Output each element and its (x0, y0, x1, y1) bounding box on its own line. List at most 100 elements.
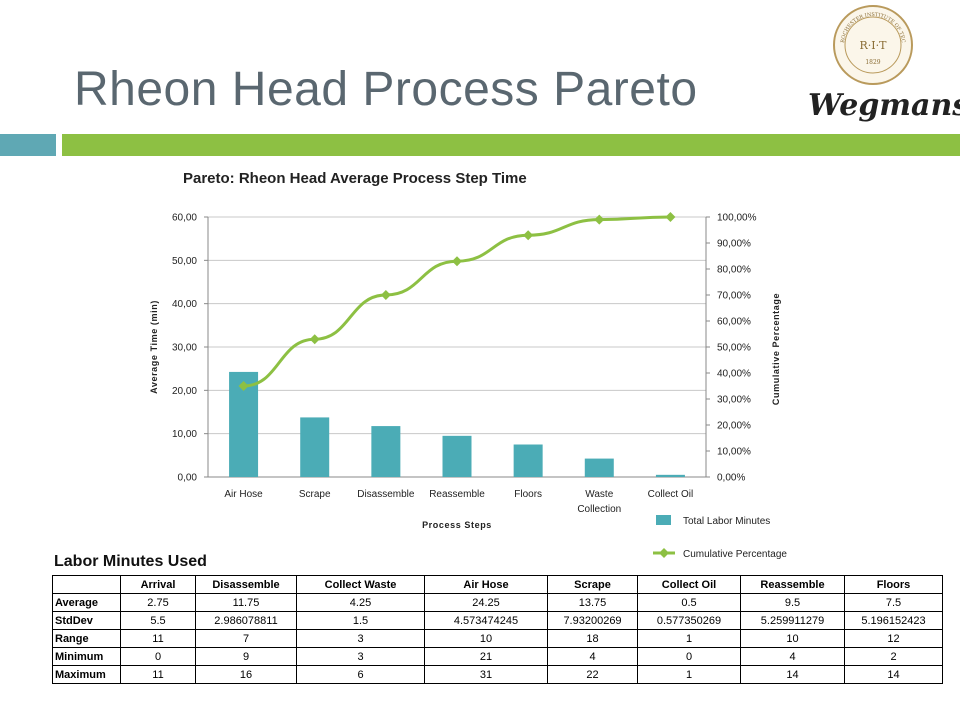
table-cell: 9 (195, 647, 297, 666)
table-row: Maximum 11 16 6 31 22 1 14 14 (52, 665, 943, 684)
slide-title: Rheon Head Process Pareto (74, 63, 698, 116)
bar (442, 435, 472, 477)
x-tick-label: Collect Oil (648, 489, 694, 500)
table-header-row: Arrival Disassemble Collect Waste Air Ho… (52, 575, 943, 594)
wegmans-logo: Wegmans (808, 88, 960, 123)
table-cell: 0 (120, 647, 196, 666)
table-cell: 0.5 (637, 593, 741, 612)
y2-tick-label: 50,00% (717, 343, 751, 354)
bar (371, 426, 401, 477)
y-axis-title: Average Time (min) (149, 300, 159, 394)
table-cell: 11 (120, 665, 196, 684)
cumulative-point (594, 214, 605, 225)
cumulative-point (523, 230, 534, 241)
x-tick-label: Disassemble (357, 489, 415, 500)
table-header-cell: Reassemble (740, 575, 845, 594)
bar (300, 417, 330, 477)
table-cell: 10 (424, 629, 548, 648)
y2-tick-label: 80,00% (717, 265, 751, 276)
y2-axis-title: Cumulative Percentage (771, 293, 781, 405)
table-cell: 0 (637, 647, 741, 666)
table-cell: 5.5 (120, 611, 196, 630)
y-tick-label: 50,00 (172, 256, 197, 267)
y2-tick-label: 10,00% (717, 447, 751, 458)
table-cell: 5.196152423 (844, 611, 943, 630)
y2-tick-label: 20,00% (717, 421, 751, 432)
legend-swatch-marker (659, 548, 669, 558)
table-row-header: Minimum (52, 647, 121, 666)
seal-center-text: R·I·T (860, 39, 888, 52)
y-tick-label: 60,00 (172, 213, 197, 224)
table-cell: 12 (844, 629, 943, 648)
accent-bar-left (0, 134, 56, 156)
table-header-cell: Scrape (547, 575, 638, 594)
table-cell: 14 (740, 665, 845, 684)
table-cell: 4.25 (296, 593, 425, 612)
y2-tick-label: 40,00% (717, 369, 751, 380)
table-header-cell: Arrival (120, 575, 196, 594)
cumulative-point (452, 256, 462, 267)
table-cell: 11.75 (195, 593, 297, 612)
y2-tick-label: 70,00% (717, 291, 751, 302)
table-cell: 14 (844, 665, 943, 684)
labor-minutes-table: Arrival Disassemble Collect Waste Air Ho… (52, 575, 943, 684)
table-row: StdDev 5.5 2.986078811 1.5 4.573474245 7.9320… (52, 611, 943, 630)
table-cell: 7.93200269 (547, 611, 638, 630)
x-tick-label: Waste (585, 489, 613, 500)
table-header-cell: Floors (844, 575, 943, 594)
bar (584, 458, 614, 477)
y-tick-label: 20,00 (172, 386, 197, 397)
table-cell: 7.5 (844, 593, 943, 612)
accent-bar-right (62, 134, 960, 156)
table-row-header: Average (52, 593, 121, 612)
x-tick-label: Reassemble (429, 489, 485, 500)
table-cell: 16 (195, 665, 297, 684)
table-cell: 2.75 (120, 593, 196, 612)
table-cell: 21 (424, 647, 548, 666)
table-cell: 3 (296, 647, 425, 666)
table-cell: 31 (424, 665, 548, 684)
table-row: Average 2.75 11.75 4.25 24.25 13.75 0.5 9.5 7.5 (52, 593, 943, 612)
table-cell: 3 (296, 629, 425, 648)
table-cell: 7 (195, 629, 297, 648)
table-cell: 24.25 (424, 593, 548, 612)
pareto-chart: 0,00 10,00 20,00 30,00 40,00 50,00 60,00 0,00% 1… (149, 212, 787, 560)
legend-label: Total Labor Minutes (683, 516, 770, 527)
table-cell: 13.75 (547, 593, 638, 612)
table-cell: 1.5 (296, 611, 425, 630)
table-cell: 11 (120, 629, 196, 648)
rit-seal-logo: R·I·T 1829 ROCHESTER INSTITUTE OF TECHNO… (832, 4, 913, 85)
table-cell: 5.259911279 (740, 611, 845, 630)
table-cell: 22 (547, 665, 638, 684)
table-header-cell (52, 575, 121, 594)
table-cell: 10 (740, 629, 845, 648)
table-title: Labor Minutes Used (54, 553, 207, 570)
table-row: Minimum 0 9 3 21 4 0 4 2 (52, 647, 943, 666)
y2-tick-label: 60,00% (717, 317, 751, 328)
table-cell: 4 (547, 647, 638, 666)
legend-swatch-bar (656, 515, 671, 525)
table-row: Range 11 7 3 10 18 1 10 12 (52, 629, 943, 648)
legend-label: Cumulative Percentage (683, 549, 787, 560)
table-cell: 2.986078811 (195, 611, 297, 630)
bar (513, 444, 543, 477)
table-cell: 18 (547, 629, 638, 648)
y-tick-label: 0,00 (178, 473, 198, 484)
chart-title: Pareto: Rheon Head Average Process Step … (183, 170, 527, 187)
table-cell: 2 (844, 647, 943, 666)
cumulative-point (238, 381, 249, 391)
table-cell: 1 (637, 665, 741, 684)
x-axis-title: Process Steps (422, 520, 492, 530)
table-header-cell: Collect Oil (637, 575, 741, 594)
x-tick-label: Floors (514, 489, 542, 500)
table-header-cell: Collect Waste (296, 575, 425, 594)
table-cell: 0.577350269 (637, 611, 741, 630)
x-tick-label: Scrape (299, 489, 331, 500)
y2-tick-label: 30,00% (717, 395, 751, 406)
x-tick-label: Collection (577, 504, 621, 515)
cumulative-point (665, 212, 676, 222)
table-cell: 9.5 (740, 593, 845, 612)
cumulative-point (380, 290, 391, 300)
table-cell: 4.573474245 (424, 611, 548, 630)
y-tick-label: 30,00 (172, 343, 197, 354)
